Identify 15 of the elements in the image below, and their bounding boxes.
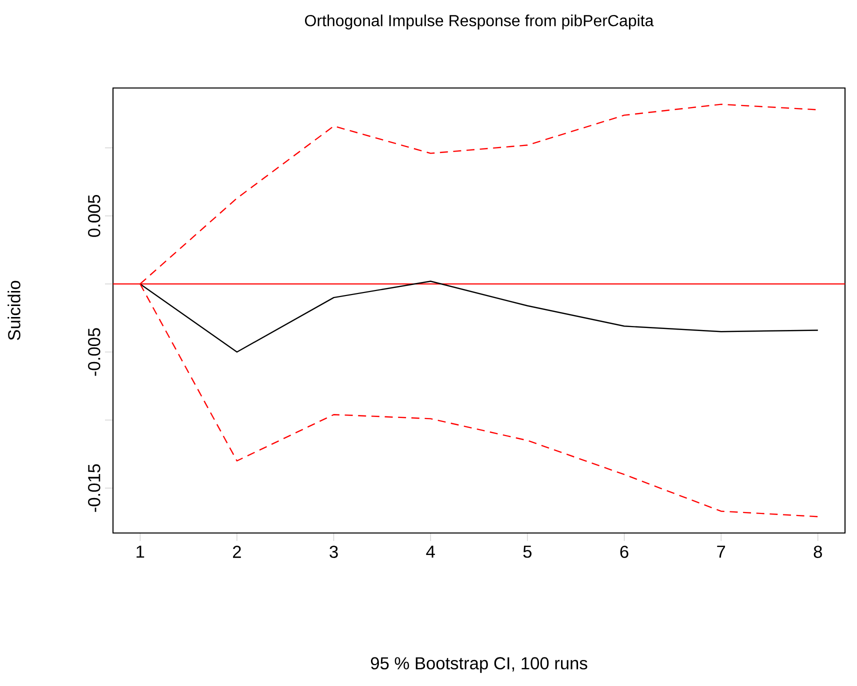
x-tick-label: 3: [330, 546, 338, 558]
text: 95 % Bootstrap CI, 100 runs: [370, 657, 588, 673]
y-axis-title: Suicidio: [8, 280, 20, 340]
x-tick-label: 5: [523, 546, 532, 558]
x-tick-label: 2: [233, 546, 241, 558]
x-tick-label: 7: [717, 546, 726, 558]
x-tick-label: 8: [814, 546, 822, 558]
y-tick-label: 0.005: [88, 194, 100, 237]
x-tick-label: 4: [426, 546, 435, 558]
y-tick-label: -0.005: [88, 328, 100, 376]
y-tick-label: -0.015: [88, 464, 100, 512]
chart-title: Orthogonal Impulse Response from pibPerCapita: [305, 14, 654, 30]
line-series: [140, 280, 818, 353]
x-tick-label: 6: [620, 546, 628, 558]
x-tick-label: 1: [136, 546, 144, 558]
